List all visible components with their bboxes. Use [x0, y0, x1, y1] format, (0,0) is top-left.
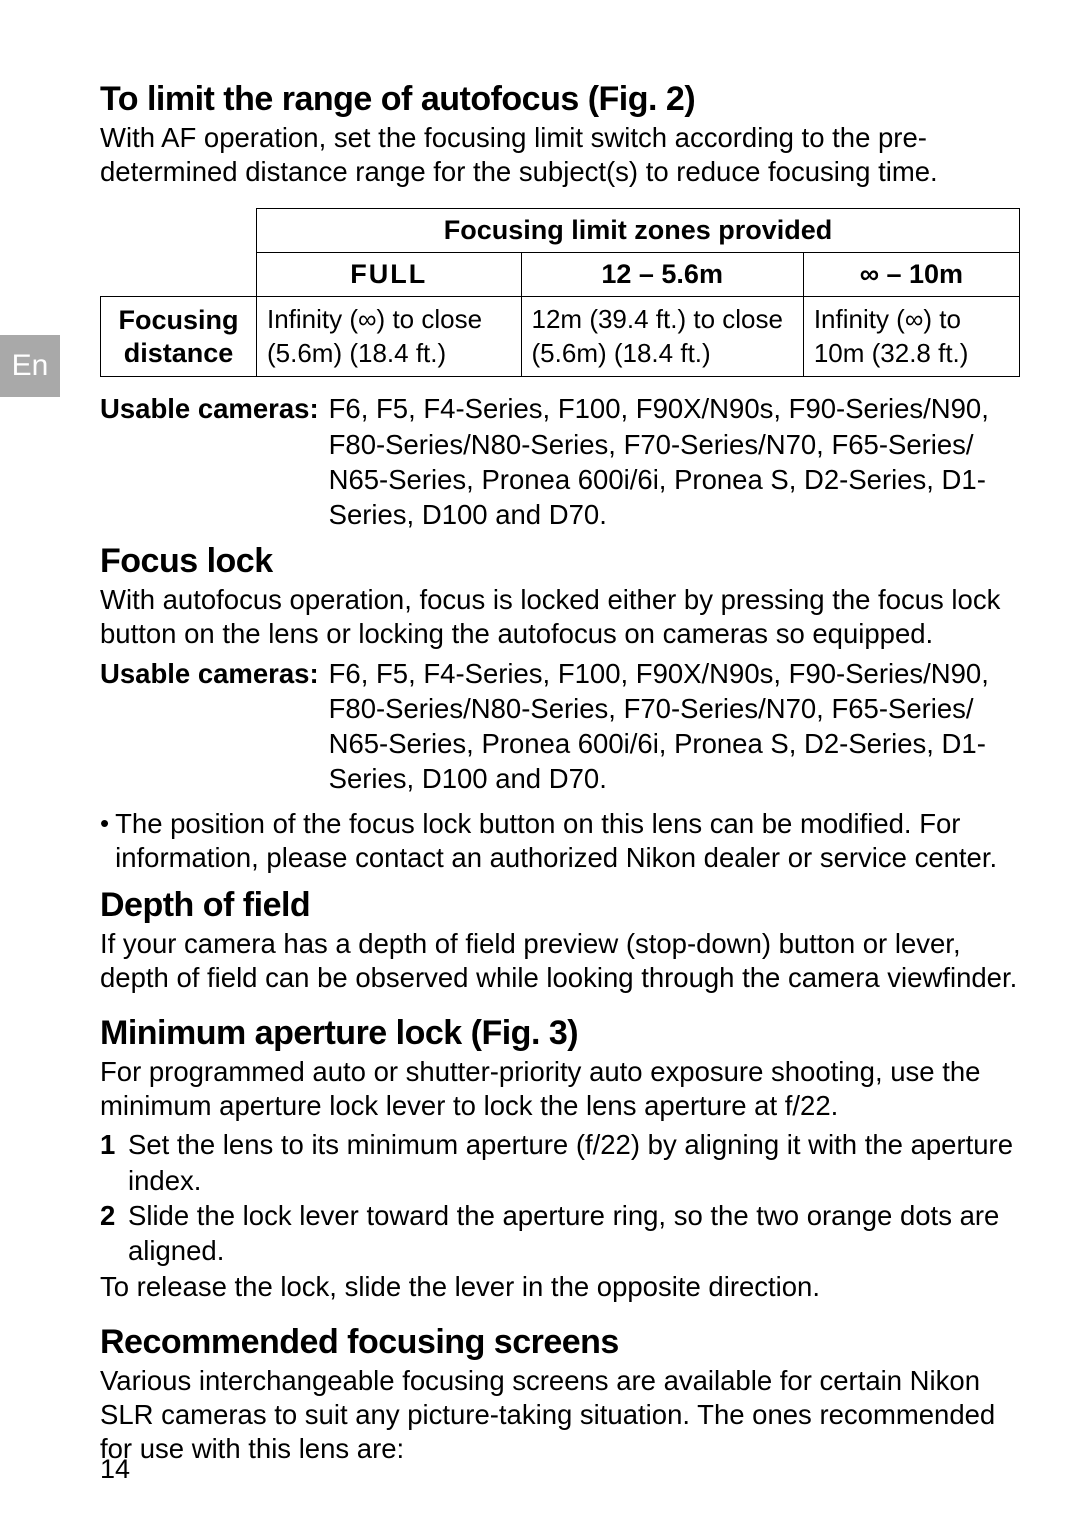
- table-col-full: FULL: [257, 252, 522, 296]
- step-number: 1: [100, 1127, 118, 1197]
- table-col-far: ∞ – 10m: [803, 252, 1019, 296]
- step-number: 2: [100, 1198, 118, 1268]
- focusing-limit-table: Focusing limit zones provided FULL 12 – …: [100, 208, 1020, 378]
- language-tab: En: [0, 335, 60, 397]
- paragraph-min-aperture: For programmed auto or shutter-priority …: [100, 1055, 1020, 1124]
- focus-lock-note: • The position of the focus lock button …: [100, 807, 1020, 876]
- table-col-mid: 12 – 5.6m: [521, 252, 803, 296]
- usable-cameras-label: Usable cameras:: [100, 391, 319, 532]
- usable-cameras-block-2: Usable cameras: F6, F5, F4-Series, F100,…: [100, 656, 1020, 797]
- paragraph-release: To release the lock, slide the lever in …: [100, 1270, 1020, 1304]
- paragraph-autofocus-limit: With AF operation, set the focusing limi…: [100, 121, 1020, 190]
- heading-focusing-screens: Recommended focusing screens: [100, 1323, 1020, 1362]
- heading-depth-of-field: Depth of field: [100, 886, 1020, 925]
- paragraph-focusing-screens: Various interchangeable focusing screens…: [100, 1364, 1020, 1467]
- usable-cameras-list: F6, F5, F4-Series, F100, F90X/N90s, F90-…: [329, 391, 1020, 532]
- heading-focus-lock: Focus lock: [100, 542, 1020, 581]
- usable-cameras-label-2: Usable cameras:: [100, 656, 319, 797]
- focus-lock-note-text: The position of the focus lock button on…: [115, 807, 1020, 876]
- heading-min-aperture: Minimum aperture lock (Fig. 3): [100, 1014, 1020, 1053]
- page-number: 14: [100, 1454, 130, 1485]
- usable-cameras-list-2: F6, F5, F4-Series, F100, F90X/N90s, F90-…: [329, 656, 1020, 797]
- page-content: To limit the range of autofocus (Fig. 2)…: [100, 80, 1020, 1467]
- step-2: 2 Slide the lock lever toward the apertu…: [100, 1198, 1020, 1268]
- paragraph-depth-of-field: If your camera has a depth of field prev…: [100, 927, 1020, 996]
- usable-cameras-block-1: Usable cameras: F6, F5, F4-Series, F100,…: [100, 391, 1020, 532]
- step-1: 1 Set the lens to its minimum aperture (…: [100, 1127, 1020, 1197]
- table-cell-mid: 12m (39.4 ft.) to close (5.6m) (18.4 ft.…: [521, 296, 803, 377]
- step-text: Slide the lock lever toward the aperture…: [128, 1198, 1020, 1268]
- table-cell-full: Infinity (∞) to close (5.6m) (18.4 ft.): [257, 296, 522, 377]
- table-cell-far: Infinity (∞) to 10m (32.8 ft.): [803, 296, 1019, 377]
- bullet-icon: •: [100, 807, 109, 876]
- table-header-span: Focusing limit zones provided: [257, 208, 1020, 252]
- table-rowhead: Focusing distance: [101, 296, 257, 377]
- heading-autofocus-limit: To limit the range of autofocus (Fig. 2): [100, 80, 1020, 119]
- paragraph-focus-lock: With autofocus operation, focus is locke…: [100, 583, 1020, 652]
- step-text: Set the lens to its minimum aperture (f/…: [128, 1127, 1020, 1197]
